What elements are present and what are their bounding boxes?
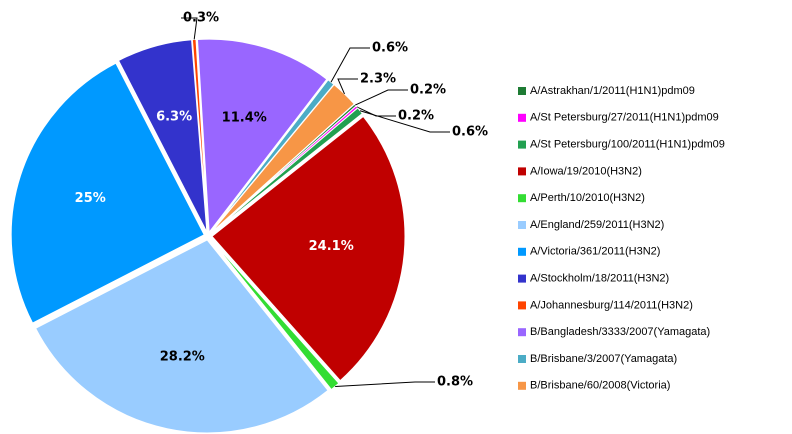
pie-slice (191, 38, 209, 233)
pie-slice (10, 62, 205, 324)
data-label: 24.1% (309, 239, 354, 254)
legend-swatch (518, 221, 526, 229)
legend-label: B/Brisbane/3/2007(Yamagata) (530, 353, 677, 365)
legend-label: A/St Petersburg/27/2011(H1N1)pdm09 (530, 112, 719, 124)
legend-label: B/Bangladesh/3333/2007(Yamagata) (530, 326, 710, 338)
legend-swatch (518, 247, 526, 256)
legend-label: B/Brisbane/60/2008(Victoria) (530, 380, 670, 392)
pie-slice (196, 38, 328, 234)
leader-line (335, 381, 435, 387)
data-label: 0.2% (398, 109, 434, 124)
legend-swatch (518, 301, 526, 310)
legend-swatch (518, 355, 526, 363)
legend-label: A/Astrakhan/1/2011(H1N1)pdm09 (530, 85, 695, 97)
leader-line (337, 78, 358, 95)
pie-slice (210, 107, 364, 234)
legend-swatch (518, 140, 526, 149)
legend-label: A/Perth/10/2010(H3N2) (530, 192, 645, 204)
legend-swatch (518, 328, 526, 337)
legend-label: A/Stockholm/18/2011(H3N2) (530, 273, 669, 285)
legend-swatch (518, 274, 526, 283)
data-label: 0.6% (372, 41, 408, 56)
leader-line (355, 89, 408, 106)
legend-swatch (518, 194, 526, 203)
data-label: 0.8% (437, 375, 473, 390)
data-label: 0.6% (452, 125, 488, 140)
data-label: 25% (75, 191, 106, 206)
legend-label: A/Johannesburg/114/2011(H3N2) (530, 299, 693, 311)
data-label: 0.3% (183, 11, 219, 26)
legend-swatch (518, 381, 526, 390)
leader-line (330, 47, 370, 83)
pie-slice (210, 238, 340, 391)
legend-swatch (518, 167, 526, 176)
legend-swatch (518, 87, 526, 95)
data-label: 0.2% (410, 83, 446, 98)
legend-label: A/England/259/2011(H3N2) (530, 219, 664, 231)
pie-slice (117, 39, 208, 233)
legend-label: A/St Petersburg/100/2011(H1N1)pdm09 (530, 139, 725, 151)
data-label: 28.2% (160, 349, 205, 364)
data-label: 6.3% (156, 110, 192, 125)
legend-swatch (518, 113, 526, 122)
data-label: 11.4% (222, 110, 267, 125)
pie-slice (34, 239, 329, 434)
leader-line (181, 17, 198, 40)
legend-label: A/Iowa/19/2010(H3N2) (530, 165, 642, 177)
data-label: 2.3% (360, 72, 396, 87)
leader-line (359, 110, 450, 133)
legend-label: A/Victoria/361/2011(H3N2) (530, 246, 660, 258)
pie-slice (211, 115, 406, 382)
pie-slice (210, 83, 355, 234)
